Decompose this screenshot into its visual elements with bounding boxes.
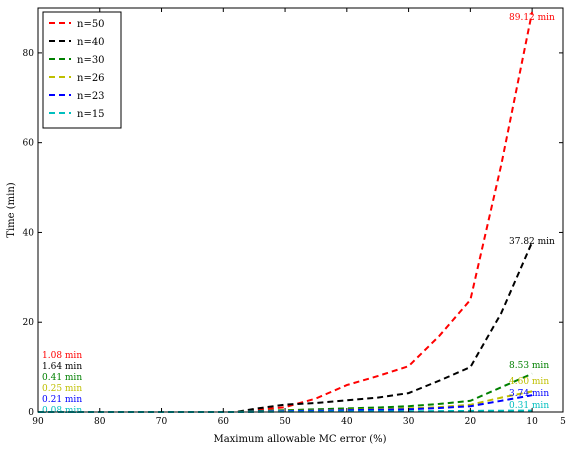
right-value-label-n-15: 0.31 min	[509, 401, 549, 411]
legend-label-n-23: n=23	[77, 91, 105, 102]
legend-box	[42, 11, 122, 129]
legend-label-n-26: n=26	[77, 73, 105, 84]
y-tick-label-0: 0	[28, 408, 34, 418]
right-value-label-n-26: 4.60 min	[509, 377, 549, 387]
left-value-label-n-15: 0.08 min	[42, 406, 82, 416]
x-tick-label-90: 90	[32, 417, 44, 427]
y-tick-label-20: 20	[23, 318, 35, 328]
y-tick-label-40: 40	[23, 228, 35, 238]
left-value-label-n-30: 0.41 min	[42, 373, 82, 383]
x-tick-label-70: 70	[156, 417, 168, 427]
x-tick-label-20: 20	[465, 417, 477, 427]
y-tick-label-60: 60	[23, 139, 35, 149]
x-tick-label-80: 80	[94, 417, 106, 427]
x-tick-label-10: 10	[526, 417, 538, 427]
legend-label-n-30: n=30	[77, 55, 105, 66]
left-value-label-n-23: 0.21 min	[42, 395, 82, 405]
legend-label-n-40: n=40	[77, 37, 105, 48]
y-axis-label: Time (min)	[6, 182, 17, 237]
right-value-label-n-40: 37.82 min	[509, 237, 555, 247]
y-tick-label-80: 80	[23, 49, 35, 59]
legend-label-n-50: n=50	[77, 19, 105, 30]
left-value-label-n-40: 1.64 min	[42, 362, 82, 372]
left-value-label-n-50: 1.08 min	[42, 351, 82, 361]
chart-legend: n=50 n=40 n=30 n=26 n=23 n=15	[42, 11, 122, 129]
right-value-label-n-30: 8.53 min	[509, 361, 549, 371]
x-tick-label-60: 60	[218, 417, 230, 427]
x-axis-label: Maximum allowable MC error (%)	[213, 434, 386, 445]
x-tick-label-30: 30	[403, 417, 415, 427]
x-tick-label-5: 5	[560, 417, 566, 427]
legend-label-n-15: n=15	[77, 109, 105, 120]
plot-frame	[37, 7, 564, 413]
left-value-label-n-26: 0.25 min	[42, 384, 82, 394]
series-line-n-40	[38, 241, 534, 413]
x-tick-label-40: 40	[341, 417, 353, 427]
right-value-label-n-50: 89.12 min	[509, 13, 555, 23]
x-tick-label-50: 50	[279, 417, 291, 427]
right-value-label-n-23: 3.74 min	[509, 389, 549, 399]
